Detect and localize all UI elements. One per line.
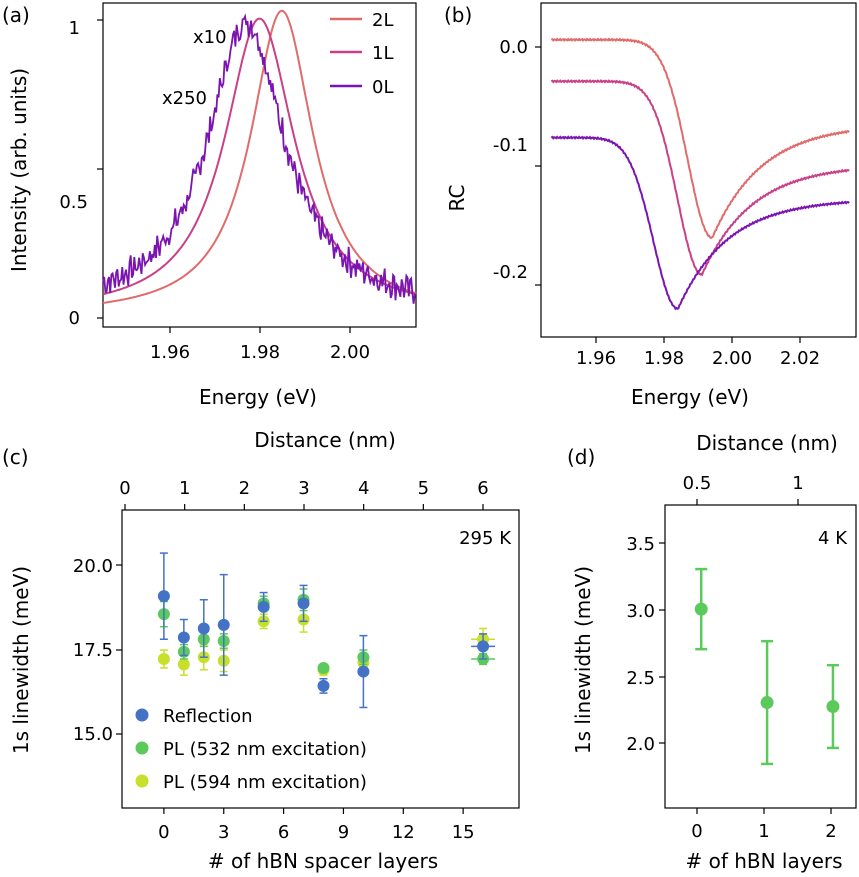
reflection-point [297, 597, 310, 610]
c-y-axis-label: 1s linewidth (meV) [9, 566, 33, 754]
c-top-tick-label-2: 2 [239, 478, 250, 499]
reflection-point [257, 600, 270, 613]
d-ytick-label-3: 3.5 [626, 534, 655, 555]
panel-d-axes [664, 504, 857, 809]
b-xtick-label-0: 1.96 [576, 348, 616, 369]
d-xtick-label-0: 0 [691, 821, 702, 842]
d-ytick-label-2: 3.0 [626, 601, 655, 622]
panel-a-curves [102, 9, 417, 304]
c-xtick-label-4: 12 [392, 822, 415, 843]
legend-1l-label: 1L [372, 43, 393, 64]
c-xtick-label-1: 3 [218, 822, 229, 843]
pl594-point [177, 658, 190, 671]
panel-a-label: (a) [2, 3, 30, 27]
pl-point [760, 696, 774, 710]
pl594-point [157, 653, 170, 665]
series-2l-line [102, 9, 417, 304]
b-y-axis-label: RC [445, 185, 469, 212]
annotation-x250: x250 [162, 88, 207, 109]
c-top-ticks: 0 1 2 3 4 5 6 [119, 478, 489, 510]
pl-point [826, 700, 840, 714]
a-x-axis-label: Energy (eV) [199, 385, 317, 409]
d-ytick-label-0: 2.0 [626, 734, 655, 755]
legend-pl532-marker [135, 741, 149, 755]
c-top-tick-label-1: 1 [179, 478, 190, 499]
panel-b-axes [540, 2, 857, 338]
a-xtick-label-1: 1.98 [240, 342, 280, 363]
annotation-295k: 295 K [459, 528, 512, 549]
a-xtick-label-0: 1.96 [150, 342, 190, 363]
d-xtick-label-2: 2 [825, 821, 836, 842]
d-top-axis-label: Distance (nm) [696, 431, 838, 455]
c-xtick-label-2: 6 [278, 822, 289, 843]
panel-c-axes [121, 509, 520, 809]
legend-reflection-label: Reflection [163, 706, 253, 727]
panel-b-label: (b) [444, 3, 472, 27]
a-y-axis-label: Intensity (arb. units) [7, 68, 31, 272]
panel-d-label: (d) [567, 445, 595, 469]
c-top-axis-label: Distance (nm) [254, 428, 396, 452]
a-xtick-label-2: 2.00 [330, 342, 370, 363]
annotation-4k: 4 K [818, 528, 848, 549]
a-ytick-label-0: 0 [69, 308, 80, 329]
d-x-axis-label: # of hBN layers [685, 849, 842, 873]
d-y-axis-label: 1s linewidth (meV) [571, 566, 595, 754]
reflection-point [317, 679, 330, 692]
c-x-axis-label: # of hBN spacer layers [208, 849, 438, 873]
pl-point [694, 602, 708, 616]
c-xtick-label-5: 15 [452, 822, 475, 843]
reflection-point [217, 618, 230, 631]
b-xtick-label-2: 2.00 [712, 348, 752, 369]
b-ytick-label-1: -0.1 [493, 135, 528, 156]
legend-2l-label: 2L [372, 10, 393, 31]
c-top-tick-label-0: 0 [119, 478, 130, 499]
b-ytick-label-2: -0.2 [493, 262, 528, 283]
d-top-tick-label-1: 1 [792, 473, 803, 494]
reflection-point [157, 590, 170, 603]
d-ytick-label-1: 2.5 [626, 668, 655, 689]
c-ytick-label-1: 17.5 [73, 640, 113, 661]
legend-reflection-marker [135, 708, 149, 722]
c-top-tick-label-6: 6 [477, 478, 488, 499]
reflection-point [197, 622, 210, 635]
legend-0l-label: 0L [372, 77, 393, 98]
legend-pl532-label: PL (532 nm excitation) [163, 739, 367, 760]
d-top-tick-label-0: 0.5 [683, 473, 712, 494]
panel-d-points [694, 567, 840, 766]
panel-c-points [157, 552, 496, 709]
c-bottom-ticks: 0 3 6 9 12 15 [158, 808, 475, 843]
annotation-x10: x10 [193, 27, 227, 48]
reflection-point [177, 631, 190, 644]
reflection-point [477, 640, 490, 653]
panel-c-label: (c) [2, 445, 29, 469]
a-ytick-label-2: 1 [69, 18, 80, 39]
c-xtick-label-3: 9 [338, 822, 349, 843]
panel-d: (d) Distance (nm) 0.5 1 2.0 2.5 3.0 3.5 … [567, 431, 857, 873]
panel-a: (a) 0 0.5 1 1.96 1.98 2.00 Energy (eV) I… [2, 2, 417, 409]
d-xtick-label-1: 1 [758, 821, 769, 842]
series-0l-line [550, 135, 850, 311]
legend-pl594-marker [135, 774, 149, 788]
c-top-tick-label-4: 4 [358, 478, 369, 499]
c-ytick-label-0: 15.0 [73, 724, 113, 745]
series-1l-line [550, 78, 850, 277]
a-ytick-label-1: 0.5 [59, 192, 88, 213]
panel-b: (b) 0.0 -0.1 -0.2 1.96 1.98 2.00 2.02 En… [444, 2, 857, 409]
c-top-tick-label-5: 5 [418, 478, 429, 499]
c-ytick-label-2: 20.0 [73, 556, 113, 577]
c-xtick-label-0: 0 [158, 822, 169, 843]
reflection-point [357, 665, 370, 678]
legend-pl594-label: PL (594 nm excitation) [163, 772, 367, 793]
b-ytick-label-0: 0.0 [499, 37, 528, 58]
b-x-axis-label: Energy (eV) [631, 385, 749, 409]
b-xtick-label-3: 2.02 [780, 348, 820, 369]
pl532-point [317, 661, 330, 674]
b-xtick-label-1: 1.98 [644, 348, 684, 369]
series-2l-line [550, 37, 850, 240]
c-top-tick-label-3: 3 [298, 478, 309, 499]
series-0l-line [102, 13, 417, 304]
